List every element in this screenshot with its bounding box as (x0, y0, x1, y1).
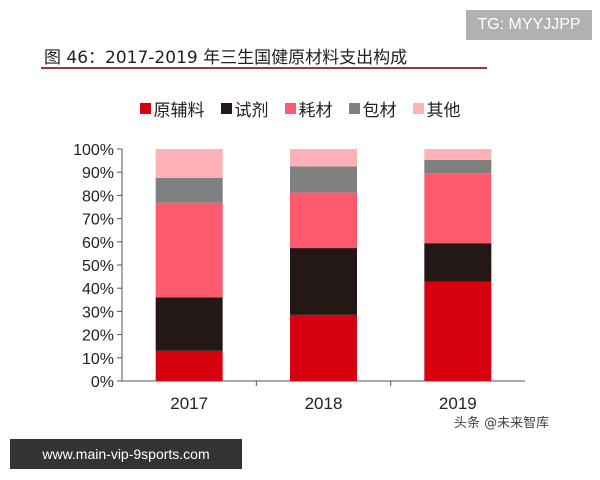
legend: 原辅料 试剂 耗材 包材 其他 (0, 96, 600, 121)
x-tick-label: 2018 (305, 394, 343, 413)
y-tick-label: 40% (82, 281, 114, 298)
y-tick-label: 10% (82, 351, 114, 368)
legend-item: 试剂 (220, 96, 269, 121)
legend-swatch (412, 103, 424, 114)
bar-segment (424, 173, 492, 244)
bar-segment (290, 314, 357, 381)
bar-segment (155, 350, 223, 381)
legend-swatch (220, 103, 232, 114)
bar-segment (424, 243, 492, 282)
bar-segment (290, 166, 357, 193)
legend-item: 耗材 (284, 96, 333, 121)
y-tick-label: 80% (82, 188, 114, 205)
y-tick-label: 60% (82, 235, 114, 252)
bar-segment (155, 149, 223, 178)
source-watermark: 头条 @未来智库 (454, 416, 550, 431)
legend-label: 原辅料 (153, 101, 205, 121)
y-tick-label: 50% (82, 258, 114, 275)
x-tick-label: 2017 (170, 394, 208, 413)
bar-segment (290, 248, 357, 315)
y-tick-label: 70% (82, 212, 114, 229)
y-tick-label: 90% (82, 165, 114, 182)
legend-swatch (348, 103, 360, 114)
legend-label: 其他 (426, 101, 461, 121)
legend-swatch (284, 103, 296, 114)
bar-segment (290, 149, 357, 167)
y-tick-label: 100% (73, 142, 114, 159)
bar-segment (290, 192, 357, 249)
legend-label: 试剂 (234, 101, 269, 121)
site-watermark: www.main-vip-9sports.com (10, 439, 242, 469)
y-tick-label: 30% (82, 304, 114, 321)
bar-segment (155, 297, 223, 351)
bar-segment (424, 149, 492, 160)
bar-segment (155, 202, 223, 298)
legend-label: 包材 (362, 101, 397, 121)
legend-item: 原辅料 (139, 96, 205, 121)
legend-item: 其他 (412, 96, 461, 121)
bar-segment (155, 178, 223, 203)
bar-segment (424, 281, 492, 381)
legend-item: 包材 (348, 96, 397, 121)
y-tick-label: 0% (91, 374, 114, 391)
legend-label: 耗材 (298, 101, 333, 121)
watermark-badge: TG: MYYJJPP (466, 10, 592, 40)
title-divider (41, 67, 487, 69)
x-tick-label: 2019 (439, 394, 477, 413)
legend-swatch (139, 103, 151, 114)
y-tick-label: 20% (82, 328, 114, 345)
bar-segment (424, 159, 492, 174)
chart-title: 图 46：2017-2019 年三生国健原材料支出构成 (44, 48, 408, 68)
